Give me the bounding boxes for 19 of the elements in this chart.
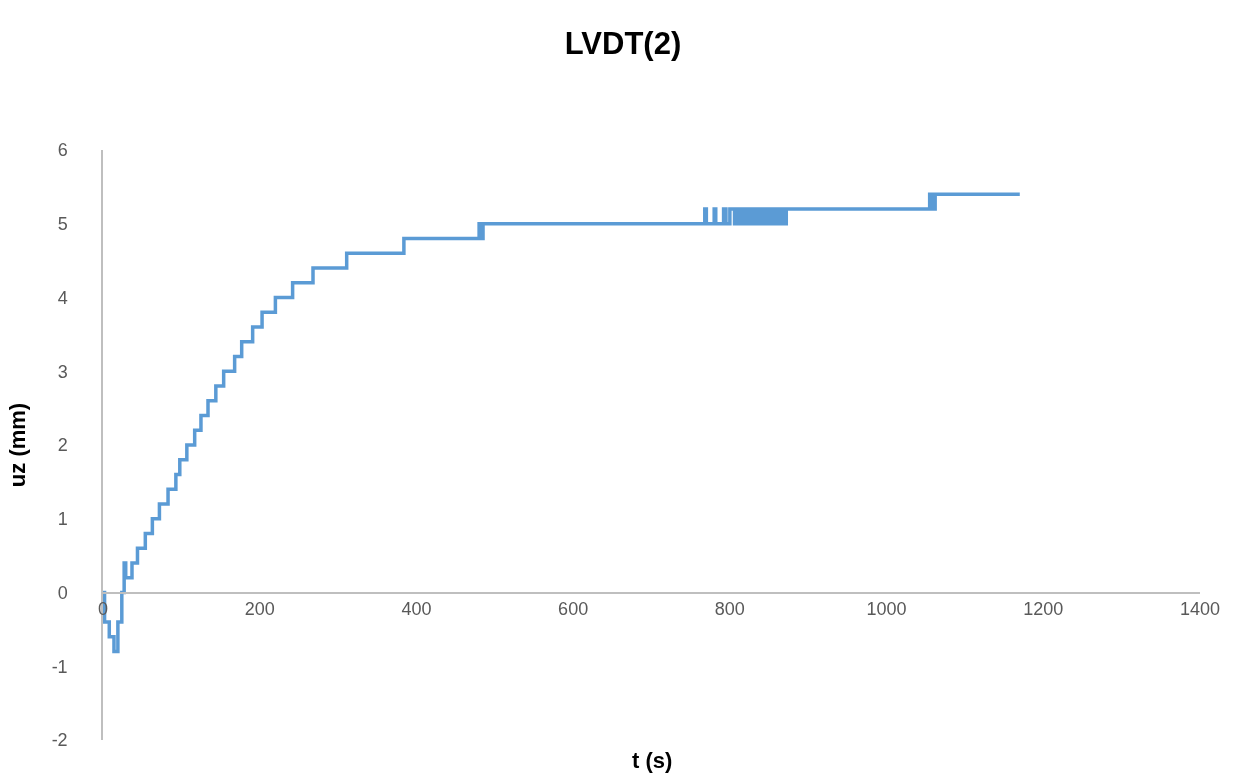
y-tick-label: 4 <box>57 287 68 308</box>
x-tick-label: 600 <box>558 598 589 619</box>
x-tick-label: 1200 <box>1023 598 1064 619</box>
x-tick-label: 1000 <box>866 598 907 619</box>
y-tick-label: 6 <box>57 140 68 161</box>
y-tick-label: -2 <box>51 730 68 751</box>
y-tick-label: 5 <box>57 214 68 235</box>
x-tick-label: 800 <box>714 598 745 619</box>
y-tick-label: 0 <box>57 582 68 603</box>
y-tick-label: 3 <box>57 361 68 382</box>
x-tick-label: 400 <box>401 598 432 619</box>
y-tick-label: 1 <box>57 509 68 530</box>
y-axis-title: uz (mm) <box>4 402 30 488</box>
x-tick-label: 1400 <box>1179 598 1221 619</box>
y-tick-label: -1 <box>51 656 68 677</box>
chart-title: LVDT(2) <box>564 25 682 61</box>
x-axis-title: t (s) <box>632 748 673 773</box>
y-tick-label: 2 <box>57 435 68 456</box>
x-tick-label: 200 <box>244 598 275 619</box>
